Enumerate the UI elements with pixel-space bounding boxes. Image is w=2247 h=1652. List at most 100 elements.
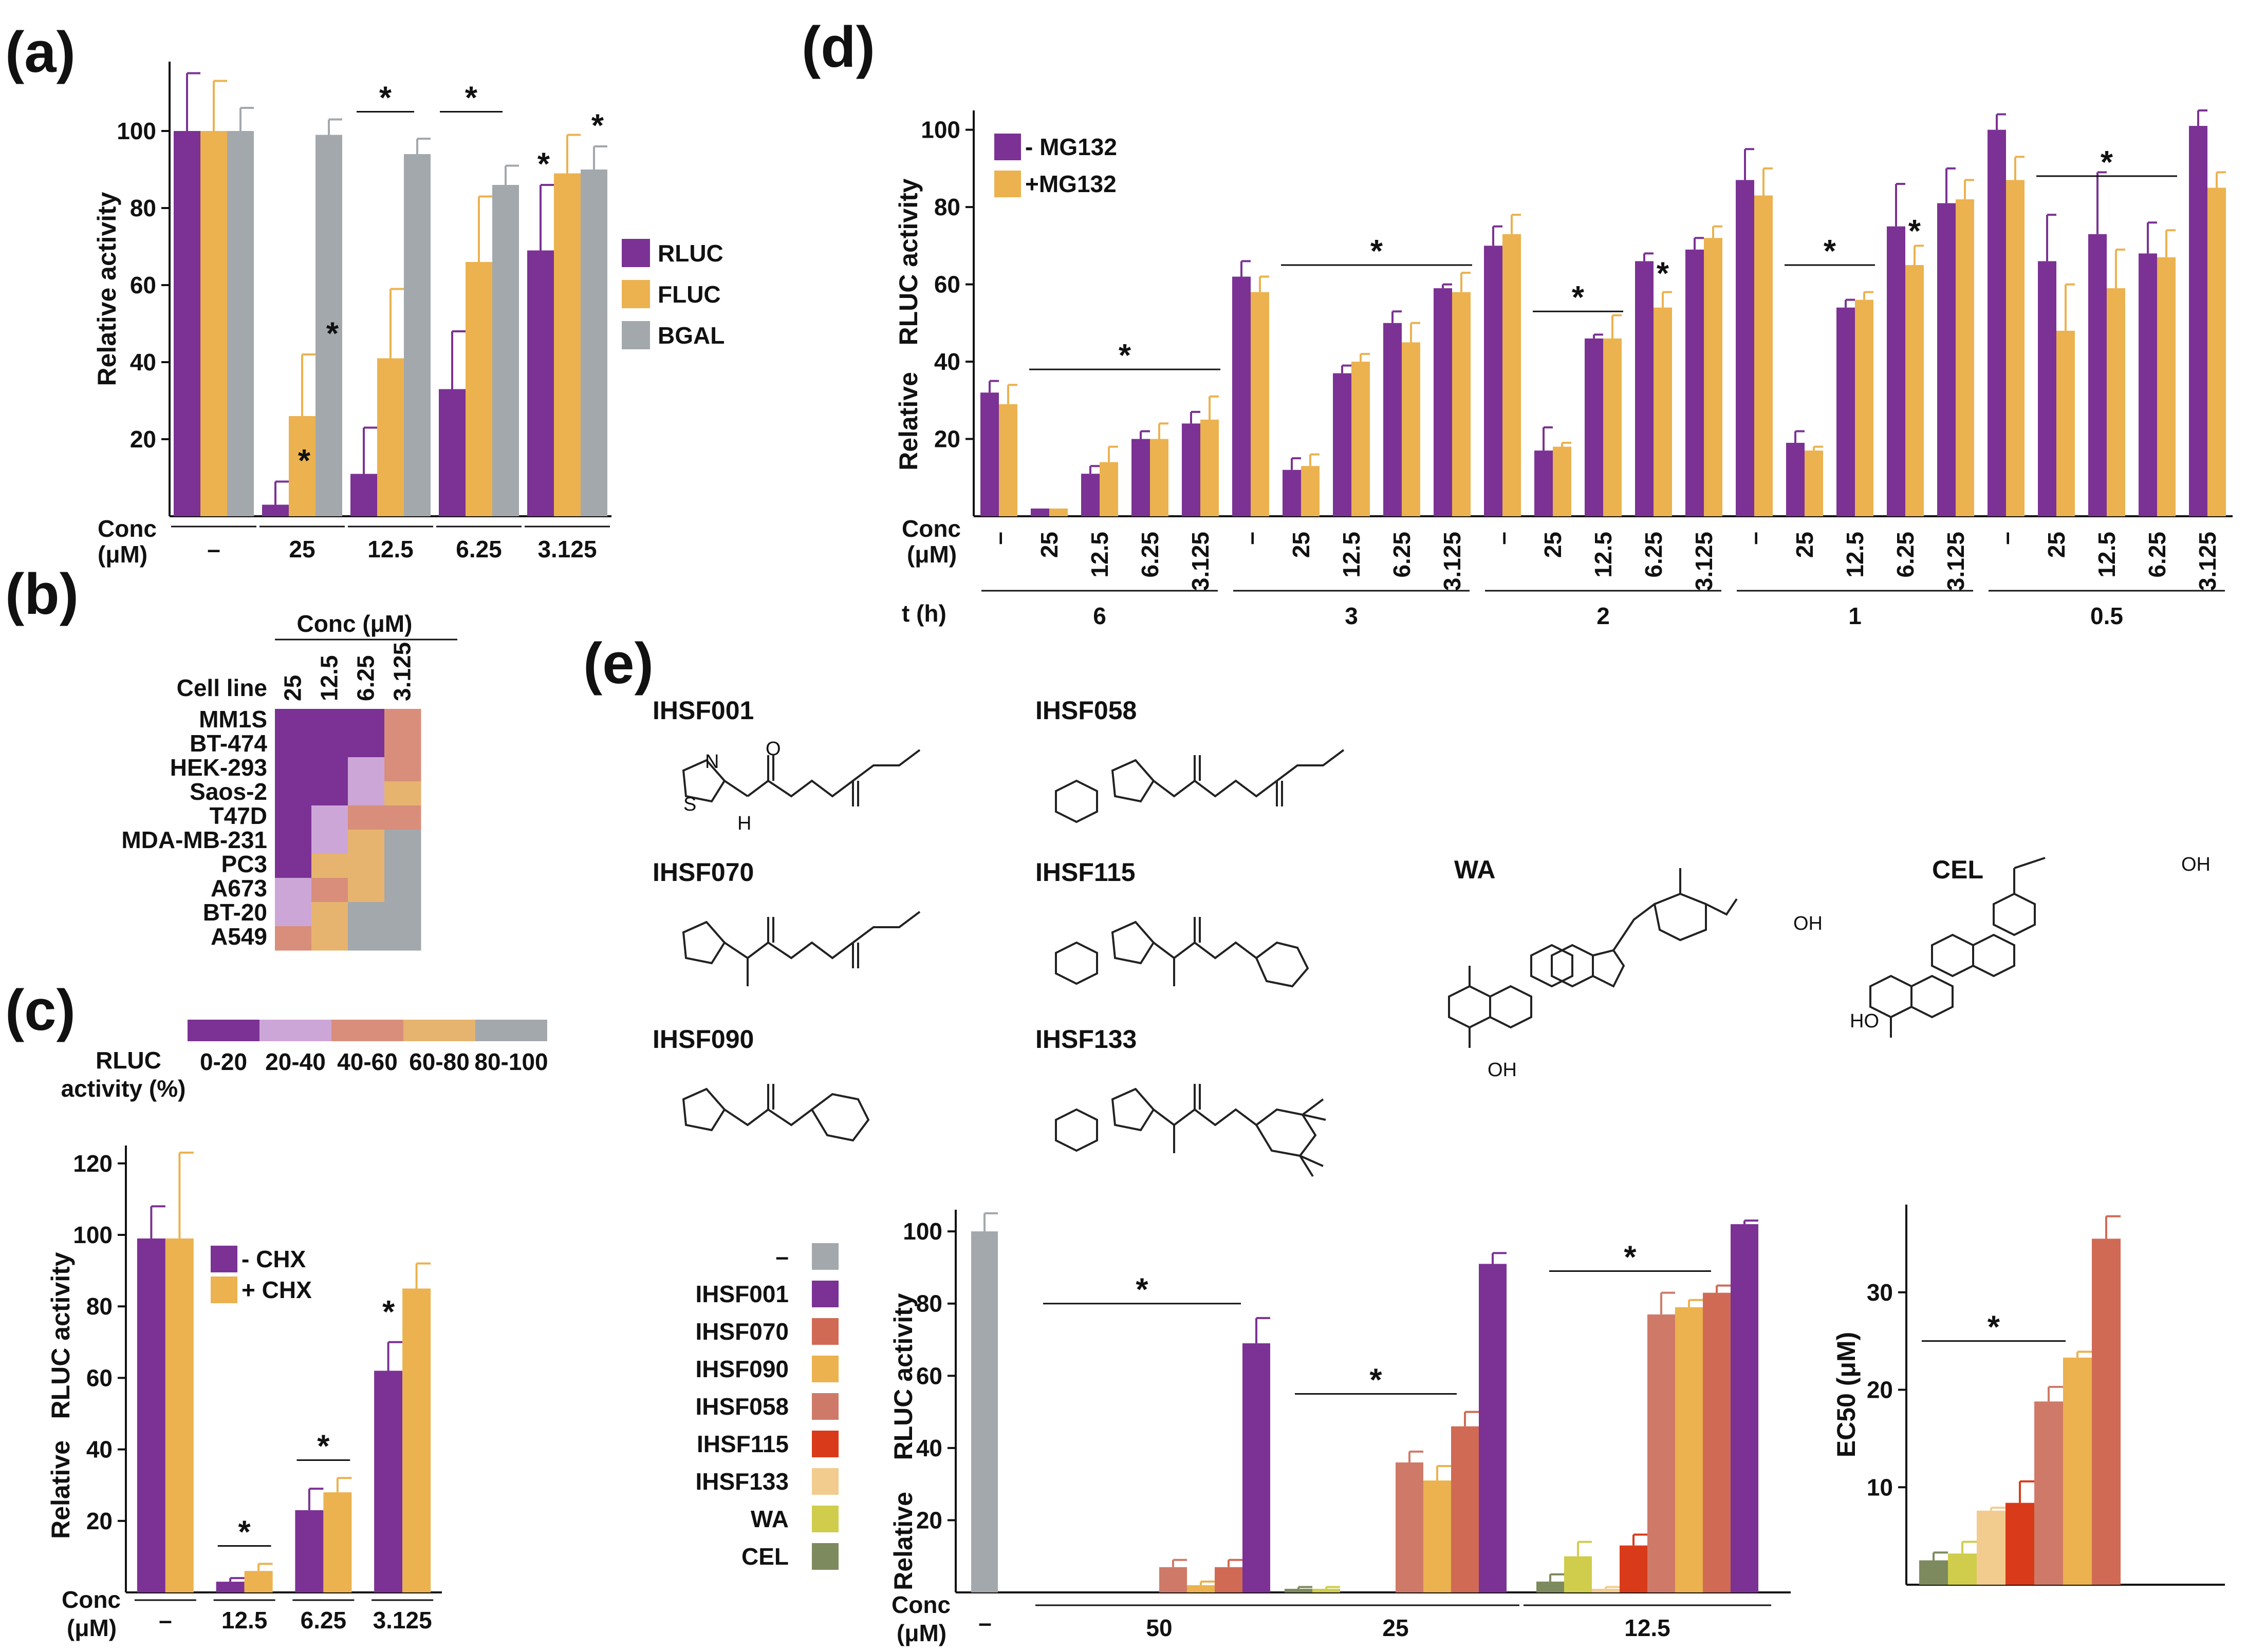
bar <box>165 1238 194 1592</box>
row-label: MM1S <box>199 706 267 733</box>
y-tick-label: 20 <box>934 426 960 453</box>
significance-star: * <box>1988 1310 2000 1345</box>
legend-swatch <box>211 1246 237 1272</box>
compound-name: IHSF090 <box>653 1025 754 1054</box>
bar <box>295 1510 324 1592</box>
heatmap-cell <box>384 926 421 951</box>
bar <box>554 173 581 516</box>
legend-swatch <box>331 1020 403 1041</box>
heatmap-cell <box>348 854 385 878</box>
group-label: 6 <box>1093 603 1106 629</box>
heatmap-cell <box>384 733 421 758</box>
heatmap-title: Conc (μM) <box>297 610 413 637</box>
structure-ihsf133 <box>1055 1084 1326 1177</box>
panel-label-d: (d) <box>802 15 875 79</box>
bar <box>1887 226 1905 516</box>
bar <box>971 1231 998 1592</box>
x-tick-label: 3.125 <box>1187 532 1214 591</box>
legend-swatch <box>403 1020 475 1041</box>
compound-name: IHSF058 <box>1035 696 1137 725</box>
heatmap-cell <box>311 854 348 878</box>
bar <box>1283 470 1301 516</box>
structure-wa <box>1448 868 1738 1048</box>
significance-star: * <box>379 81 392 116</box>
bar <box>1451 1426 1479 1592</box>
bar <box>999 404 1017 516</box>
bar <box>527 250 554 516</box>
bar <box>1301 466 1320 516</box>
y-axis-label: Relative <box>46 1440 75 1539</box>
bar <box>1232 276 1251 516</box>
y-tick-label: 120 <box>73 1150 113 1177</box>
compound-name: IHSF115 <box>1035 858 1136 887</box>
y-tick-label: 10 <box>1867 1474 1893 1500</box>
bar <box>1603 338 1622 516</box>
heatmap-cell <box>348 830 385 854</box>
x-tick-label: 12.5 <box>221 1607 268 1634</box>
svg-text:S: S <box>683 794 696 815</box>
group-label: 3 <box>1345 603 1358 629</box>
x-tick-label: 12.5 <box>367 536 414 562</box>
x-tick-label: 3.125 <box>1691 532 1717 591</box>
panel-label-b: (b) <box>5 562 79 626</box>
bar <box>1150 439 1168 516</box>
legend-label: IHSF070 <box>695 1318 789 1345</box>
legend-swatch <box>622 280 650 308</box>
y-tick-label: 20 <box>916 1507 942 1533</box>
legend-label: +MG132 <box>1025 171 1117 197</box>
legend-label: + CHX <box>242 1276 312 1303</box>
bar <box>1434 288 1452 516</box>
bar <box>1479 1264 1507 1592</box>
heatmap-cell <box>311 902 348 927</box>
heatmap-cell <box>275 733 312 758</box>
legend-label: 60-80 <box>409 1048 470 1075</box>
legend-swatch <box>812 1356 839 1382</box>
heatmap-cell <box>275 709 312 734</box>
legend-label: CEL <box>741 1543 789 1570</box>
x-tick-label: – <box>1489 532 1516 545</box>
heatmap-cell <box>384 709 421 734</box>
legend-swatch <box>812 1393 839 1420</box>
legend-label: BGAL <box>658 322 725 349</box>
chart-e-rluc: 20 40 60 80 100 – 50 25 12.5 Conc(μM) Relative RLUC… <box>695 1210 1791 1646</box>
svg-text:H: H <box>737 813 751 834</box>
y-axis-label: RLUC activity <box>894 178 923 345</box>
significance-star: * <box>1657 256 1669 292</box>
group-label: 1 <box>1848 603 1862 629</box>
y-tick-label: 60 <box>916 1362 942 1389</box>
structure-ihsf001 <box>682 749 921 806</box>
x-tick-label: 12.5 <box>2093 532 2120 578</box>
y-tick-label: 40 <box>130 349 156 376</box>
x-tick-label: 6.25 <box>1640 532 1667 578</box>
bar <box>1937 203 1956 517</box>
legend-label: 80-100 <box>474 1048 548 1075</box>
x-axis-label: Conc <box>98 515 157 542</box>
y-tick-label: 100 <box>921 117 960 143</box>
structure-ihsf070 <box>682 911 921 986</box>
legend-label: - CHX <box>242 1246 306 1272</box>
x-axis-label: (μM) <box>907 541 957 568</box>
bar <box>1396 1462 1423 1592</box>
y-axis-label: Relative <box>894 372 923 471</box>
heatmap-cell <box>275 902 312 927</box>
y-axis-label: RLUC activity <box>889 1293 918 1460</box>
significance-star: * <box>591 108 604 144</box>
heatmap-cell <box>384 757 421 782</box>
chart-b-heatmap: Conc (μM)Cell line 25 12.5 6.25 3.125MM1SBT-… <box>61 610 548 1102</box>
legend-label: IHSF058 <box>695 1393 789 1420</box>
bar <box>1836 307 1855 516</box>
x-axis-label: (μM) <box>67 1615 117 1641</box>
bar <box>1754 195 1773 516</box>
significance-star: * <box>1572 280 1585 315</box>
compound-name: CEL <box>1932 855 1983 884</box>
bar <box>2006 180 2025 516</box>
bar <box>2157 257 2176 516</box>
heatmap-cell <box>311 805 348 830</box>
panel-label-c: (c) <box>5 978 76 1042</box>
x-tick-label: 6.25 <box>1892 532 1919 578</box>
chart-d: 20 40 60 80 100 – 25 12.5 6.25 3.125 6 – 25 12.5 6.25 3… <box>894 109 2233 629</box>
bar <box>1585 338 1603 516</box>
x-tick-label: 3.125 <box>1439 532 1465 591</box>
bar <box>1620 1545 1647 1592</box>
bar <box>1215 1567 1242 1592</box>
